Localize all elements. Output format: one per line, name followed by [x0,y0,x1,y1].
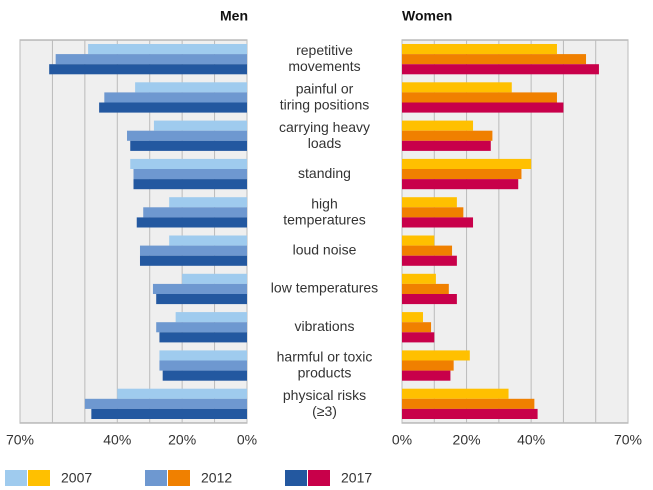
bar [402,312,423,323]
bar [143,207,247,218]
bar [135,82,247,93]
x-tick-label: 20% [453,432,481,448]
bar [127,130,247,141]
x-tick-label: 40% [517,432,545,448]
bar [159,350,247,361]
bar [402,217,474,228]
legend-label: 2012 [201,470,232,486]
bar [117,388,248,399]
bar [402,92,557,103]
category-label: physical risks (≥3) [283,387,366,419]
bar [153,120,247,131]
bar [402,120,474,131]
bar [130,158,247,169]
legend-swatch [145,470,167,486]
x-tick-label: 70% [614,432,642,448]
right-title: Women [402,8,452,24]
category-label: carrying heavy loads [279,118,370,150]
bar [402,398,535,409]
bar [402,169,522,180]
bar [402,179,519,190]
bar [402,408,538,419]
bar [84,398,247,409]
bar [169,197,247,208]
bar [402,322,432,333]
bar [402,235,435,246]
bar [402,54,587,65]
bar [159,332,247,343]
legend-label: 2007 [61,470,92,486]
category-label: repetitive movements [288,42,360,74]
bar [402,370,451,381]
bar [402,294,457,305]
bar [91,408,247,419]
bar [402,197,457,208]
bar [402,64,599,75]
legend-swatch [308,470,330,486]
bar [133,169,247,180]
bar [402,255,457,266]
bar [139,245,247,256]
left-title: Men [220,8,248,24]
bar [104,92,247,103]
x-tick-label: 0% [237,432,257,448]
legend-label: 2017 [341,470,372,486]
bar [169,235,247,246]
bar [182,273,247,284]
bar [402,360,454,371]
bar [159,360,247,371]
bar [152,283,247,294]
bar [402,245,453,256]
bar [402,350,470,361]
legend-swatch [285,470,307,486]
bar [402,102,564,113]
bar [402,283,449,294]
bar [49,64,247,75]
bar [156,294,247,305]
category-label: painful or tiring positions [280,80,370,112]
bar [402,44,557,55]
bar [402,140,491,151]
bar [156,322,247,333]
category-label: standing [298,165,351,181]
legend-swatch [168,470,190,486]
bar [55,54,247,65]
category-label: loud noise [293,241,357,257]
category-label: vibrations [295,318,355,334]
category-label: harmful or toxic products [277,348,373,380]
legend-swatch [5,470,27,486]
bar [136,217,247,228]
x-tick-label: 0% [392,432,412,448]
x-tick-label: 70% [6,432,34,448]
bar [402,130,493,141]
bar [402,332,435,343]
bar [402,388,509,399]
x-tick-label: 20% [168,432,196,448]
bar [402,273,436,284]
category-label: high temperatures [283,195,365,227]
bar [162,370,247,381]
x-tick-label: 40% [103,432,131,448]
bar [175,312,247,323]
bar [133,179,247,190]
category-label: low temperatures [271,280,378,296]
bar [88,44,247,55]
bar [130,140,247,151]
bar [139,255,247,266]
bar [402,207,464,218]
bar [402,82,512,93]
bar [99,102,247,113]
legend-swatch [28,470,50,486]
bar [402,158,532,169]
